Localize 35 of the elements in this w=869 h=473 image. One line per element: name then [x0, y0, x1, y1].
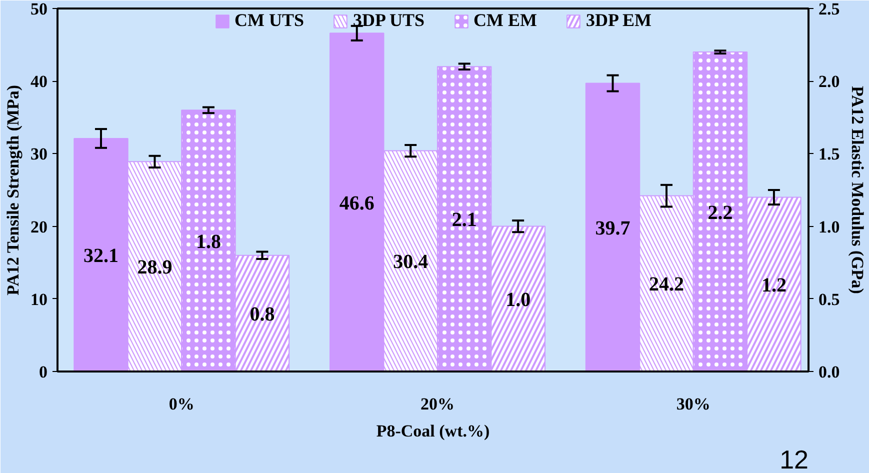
x-axis-title: P8-Coal (wt.%) — [376, 422, 490, 440]
data-label: 1.0 — [506, 288, 531, 311]
y2-tick-label: 0.5 — [818, 290, 840, 309]
text: 12 — [780, 444, 808, 473]
legend-label: 3DP UTS — [353, 10, 425, 31]
x-tick-label: 30% — [676, 394, 710, 414]
data-label: 0.8 — [250, 303, 275, 326]
data-label: 39.7 — [595, 217, 630, 240]
data-label: 30.4 — [393, 251, 428, 274]
legend-label: CM UTS — [234, 10, 304, 31]
y-tick-label: 20 — [30, 217, 48, 236]
y2-tick-label: 2.5 — [818, 0, 840, 18]
data-label: 24.2 — [648, 274, 684, 296]
data-label: 46.6 — [339, 192, 374, 214]
data-label: 32.1 — [84, 244, 118, 267]
data-label: 2.2 — [708, 202, 733, 224]
y-tick-label: 40 — [30, 72, 48, 92]
legend-label: CM EM — [474, 10, 538, 31]
y2-axis-title: PA12 Elastic Modulus (GPa) — [848, 86, 867, 294]
y2-tick-label: 2.0 — [818, 72, 840, 92]
data-label: 1.8 — [196, 230, 221, 253]
x-tick-label: 20% — [420, 394, 454, 414]
data-label: 1.2 — [761, 274, 786, 296]
y-axis-title: PA12 Tensile Strength (MPa) — [4, 84, 22, 296]
y2-tick-label: 0.0 — [818, 362, 840, 382]
x-tick-label: 0% — [168, 394, 194, 414]
y-tick-label: 0 — [39, 362, 48, 382]
y-tick-label: 50 — [30, 0, 48, 18]
y2-tick-label: 1.5 — [818, 144, 840, 164]
legend-label: 3DP EM — [586, 10, 652, 31]
data-label: 2.1 — [452, 209, 477, 232]
y2-tick-label: 1.0 — [818, 217, 840, 236]
y-tick-label: 10 — [30, 290, 48, 309]
data-label: 28.9 — [137, 256, 172, 279]
y-tick-label: 30 — [30, 144, 48, 164]
